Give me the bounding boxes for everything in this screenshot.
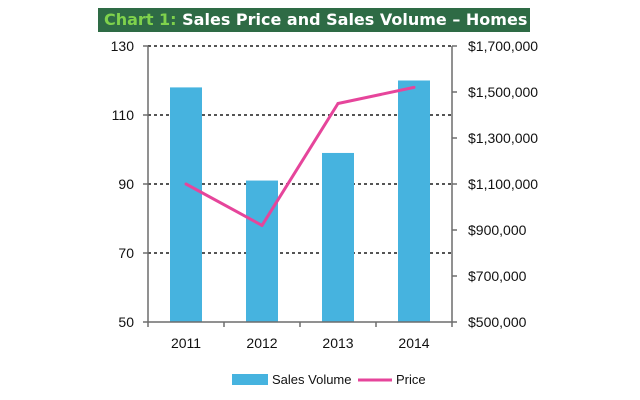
price-point-2012 — [260, 223, 264, 227]
chart-title: Chart 1: Sales Price and Sales Volume – … — [98, 8, 530, 32]
left-tick-label: 50 — [118, 314, 134, 330]
x-tick-label: 2012 — [246, 335, 277, 351]
legend-label-price: Price — [396, 372, 426, 387]
price-point-2014 — [412, 85, 416, 89]
right-tick-label: $1,300,000 — [468, 130, 538, 146]
bar-2013 — [322, 152, 354, 322]
price-point-2013 — [336, 102, 340, 105]
chart-title-text: Sales Price and Sales Volume – Homes — [182, 10, 528, 29]
left-tick-label: 90 — [118, 176, 134, 192]
bar-2014 — [398, 80, 430, 322]
right-tick-label: $1,700,000 — [468, 38, 538, 54]
price-line — [185, 85, 415, 227]
x-tick-label: 2014 — [398, 335, 429, 351]
right-tick-label: $1,100,000 — [468, 176, 538, 192]
bar-2012 — [246, 180, 278, 322]
legend-swatch-sales-volume — [232, 374, 268, 385]
right-tick-label: $700,000 — [468, 268, 527, 284]
x-tick-label: 2013 — [322, 335, 353, 351]
left-tick-label: 70 — [118, 245, 134, 261]
bar-2011 — [170, 87, 202, 323]
price-point-2011 — [184, 182, 188, 186]
right-tick-label: $900,000 — [468, 222, 527, 238]
right-tick-label: $1,500,000 — [468, 84, 538, 100]
legend-label-sales-volume: Sales Volume — [272, 372, 352, 387]
chart-title-prefix: Chart 1: — [104, 10, 177, 29]
left-tick-label: 110 — [112, 107, 135, 123]
x-tick-label: 2011 — [171, 335, 201, 351]
left-tick-label: 130 — [111, 38, 135, 54]
right-tick-label: $500,000 — [468, 314, 527, 330]
